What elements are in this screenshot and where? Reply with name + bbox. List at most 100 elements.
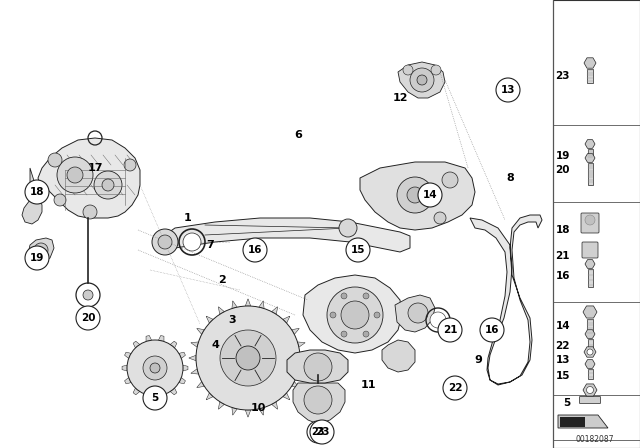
Polygon shape [360, 162, 475, 230]
Circle shape [403, 65, 413, 75]
Text: 23: 23 [311, 427, 324, 437]
Circle shape [480, 318, 504, 342]
Text: 16: 16 [248, 245, 262, 255]
Text: 7: 7 [206, 240, 214, 250]
Circle shape [152, 229, 178, 255]
Polygon shape [159, 395, 164, 401]
Polygon shape [395, 295, 435, 332]
Polygon shape [28, 238, 54, 262]
Polygon shape [470, 215, 542, 385]
Polygon shape [398, 62, 445, 98]
Polygon shape [197, 328, 204, 334]
Polygon shape [232, 407, 237, 415]
Text: 13: 13 [500, 85, 515, 95]
Polygon shape [382, 340, 415, 372]
Circle shape [124, 159, 136, 171]
Polygon shape [133, 388, 140, 395]
Circle shape [431, 65, 441, 75]
Circle shape [346, 238, 370, 262]
Bar [588, 269, 593, 287]
Polygon shape [585, 330, 595, 338]
Circle shape [150, 363, 160, 373]
Circle shape [25, 246, 49, 270]
Circle shape [307, 421, 329, 443]
Polygon shape [303, 275, 402, 353]
Circle shape [220, 330, 276, 386]
Polygon shape [298, 369, 305, 374]
Polygon shape [122, 365, 127, 371]
Text: 19: 19 [556, 151, 570, 161]
Circle shape [327, 287, 383, 343]
Text: 17: 17 [87, 163, 103, 173]
Polygon shape [179, 352, 186, 358]
Polygon shape [298, 342, 305, 347]
Text: 5: 5 [563, 398, 570, 408]
Circle shape [102, 179, 114, 191]
Circle shape [57, 157, 93, 193]
FancyBboxPatch shape [581, 213, 599, 233]
Circle shape [408, 303, 428, 323]
Polygon shape [159, 336, 164, 341]
Text: 18: 18 [556, 225, 570, 235]
Polygon shape [218, 307, 225, 314]
Polygon shape [218, 401, 225, 409]
Circle shape [54, 194, 66, 206]
Circle shape [143, 356, 167, 380]
Text: 3: 3 [228, 315, 236, 325]
FancyBboxPatch shape [582, 242, 598, 258]
Text: 21: 21 [443, 325, 457, 335]
Circle shape [34, 243, 48, 257]
Circle shape [76, 283, 100, 307]
Polygon shape [125, 352, 131, 358]
FancyBboxPatch shape [579, 396, 600, 404]
Text: 23: 23 [556, 71, 570, 81]
Bar [553, 0, 640, 448]
Polygon shape [191, 342, 198, 347]
Text: 12: 12 [392, 93, 408, 103]
Text: 19: 19 [30, 253, 44, 263]
Circle shape [410, 68, 434, 92]
Circle shape [67, 167, 83, 183]
Circle shape [585, 215, 595, 225]
Circle shape [496, 78, 520, 102]
Circle shape [363, 331, 369, 337]
Circle shape [443, 376, 467, 400]
Circle shape [438, 318, 462, 342]
Circle shape [374, 312, 380, 318]
Polygon shape [293, 383, 345, 424]
Circle shape [25, 180, 49, 204]
Circle shape [83, 290, 93, 300]
Polygon shape [232, 301, 237, 309]
Polygon shape [22, 168, 42, 224]
Polygon shape [584, 347, 596, 357]
Circle shape [587, 349, 593, 355]
Circle shape [407, 187, 423, 203]
Text: 15: 15 [556, 371, 570, 381]
Polygon shape [583, 306, 597, 318]
Polygon shape [560, 417, 585, 427]
Polygon shape [292, 328, 299, 334]
Text: 22: 22 [556, 341, 570, 351]
Circle shape [143, 386, 167, 410]
Polygon shape [585, 140, 595, 148]
Circle shape [304, 353, 332, 381]
Circle shape [196, 306, 300, 410]
Circle shape [243, 238, 267, 262]
Polygon shape [583, 384, 597, 396]
Text: 11: 11 [360, 380, 376, 390]
Circle shape [339, 219, 357, 237]
Polygon shape [206, 393, 213, 400]
Text: 10: 10 [250, 403, 266, 413]
Bar [588, 369, 593, 379]
Polygon shape [38, 138, 140, 218]
Circle shape [418, 183, 442, 207]
Text: 22: 22 [448, 383, 462, 393]
Polygon shape [271, 307, 278, 314]
Text: 21: 21 [556, 251, 570, 261]
Circle shape [94, 171, 122, 199]
Polygon shape [585, 260, 595, 268]
Polygon shape [183, 365, 188, 371]
Bar [588, 163, 593, 185]
Polygon shape [146, 336, 152, 341]
Polygon shape [584, 58, 596, 68]
